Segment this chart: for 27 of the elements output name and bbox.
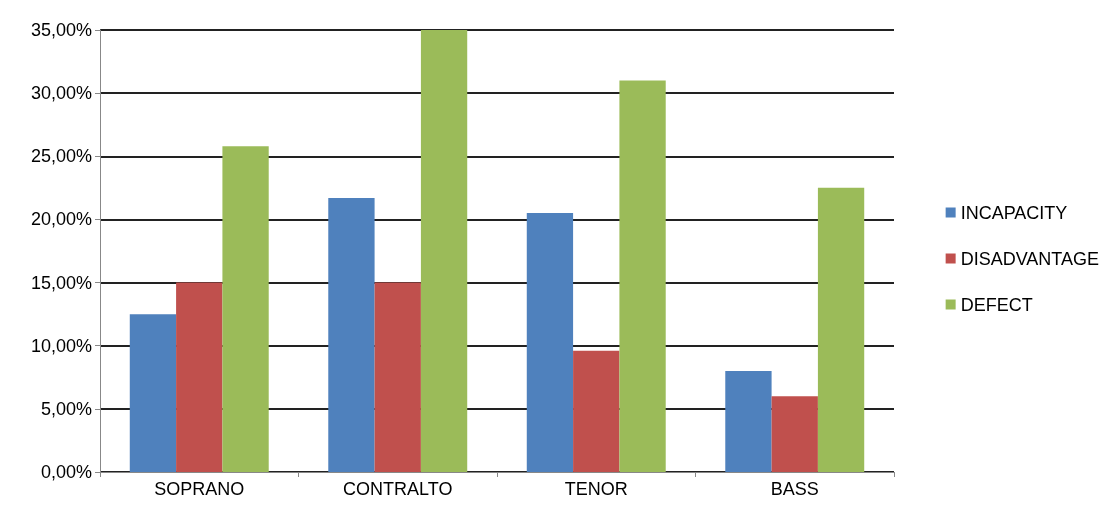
- y-tick-label: 35,00%: [30, 20, 92, 40]
- y-tick-label: 5,00%: [40, 398, 92, 419]
- bar: [176, 282, 223, 472]
- bar: [771, 396, 818, 472]
- legend-label: DISADVANTAGE: [960, 248, 1099, 269]
- x-tick-label: CONTRALTO: [343, 479, 453, 499]
- y-tick-label: 30,00%: [30, 83, 92, 104]
- legend-label: DEFECT: [960, 294, 1033, 315]
- y-tick-label: 20,00%: [30, 209, 92, 230]
- bar: [619, 80, 666, 472]
- bar: [573, 350, 620, 472]
- bar: [374, 282, 421, 472]
- y-tick-label: 25,00%: [30, 146, 92, 167]
- legend-label: INCAPACITY: [960, 202, 1068, 223]
- bar: [526, 213, 574, 472]
- y-tick-label: 15,00%: [30, 272, 92, 293]
- bar: [725, 370, 772, 472]
- x-tick-label: SOPRANO: [154, 479, 245, 499]
- bar: [420, 30, 468, 472]
- x-tick-label: BASS: [770, 479, 819, 499]
- y-tick-label: 10,00%: [30, 335, 92, 356]
- bar: [328, 197, 375, 472]
- bar: [817, 187, 865, 472]
- bar: [129, 314, 177, 472]
- x-tick-label: TENOR: [564, 479, 628, 499]
- bar: [222, 146, 269, 472]
- y-tick-label: 0,00%: [40, 462, 92, 482]
